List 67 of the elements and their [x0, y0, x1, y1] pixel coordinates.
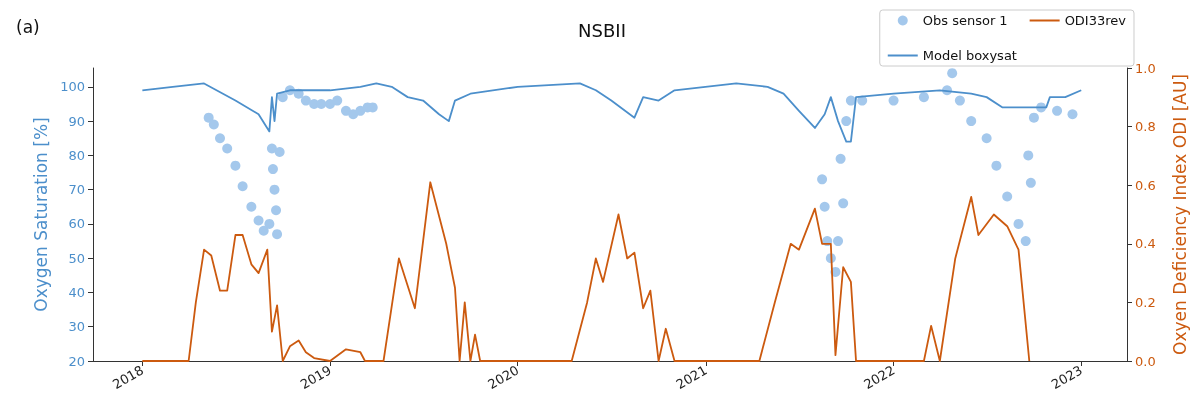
text: (a): [16, 16, 40, 37]
point: [300, 95, 311, 106]
legend-label: ODI33rev: [1064, 13, 1127, 28]
y2-tick-label: 0.8: [1135, 119, 1156, 135]
y-tick-label: 50: [68, 250, 85, 266]
point: [246, 201, 257, 212]
point: [841, 116, 852, 127]
point: [355, 105, 366, 116]
point: [947, 68, 958, 79]
point: [253, 215, 264, 226]
line-series: [141, 82, 1083, 143]
point: [819, 201, 830, 212]
point: [1013, 218, 1024, 229]
y-tick-label: 70: [68, 182, 85, 198]
y2-tick-label: 1.0: [1135, 60, 1156, 76]
point: [208, 119, 219, 130]
legend-label: Obs sensor 1: [922, 13, 1008, 28]
point: [230, 160, 241, 171]
point: [1025, 177, 1036, 188]
point: [833, 236, 844, 247]
y2-tick-label: 0.2: [1135, 294, 1156, 310]
point: [966, 116, 977, 127]
point: [954, 95, 965, 106]
point: [1023, 150, 1034, 161]
point: [981, 133, 992, 144]
y-tick-label: 30: [68, 319, 85, 335]
point: [316, 98, 327, 109]
point: [1028, 112, 1039, 123]
point: [817, 174, 828, 185]
y-tick-label: 100: [60, 79, 85, 95]
point: [266, 143, 277, 154]
point: [269, 184, 280, 195]
point: [215, 133, 225, 144]
y2-axis-title: Oxyen Deficiency Index ODI [AU]: [1169, 74, 1190, 355]
point: [272, 229, 283, 240]
point: [845, 95, 856, 106]
legend-label: Model boxysat: [922, 48, 1017, 63]
point: [332, 95, 343, 106]
point: [271, 205, 282, 216]
point: [203, 112, 214, 123]
point: [237, 181, 248, 192]
point: [267, 164, 278, 175]
point: [1002, 191, 1013, 202]
point: [277, 92, 288, 103]
point: [918, 92, 929, 103]
point: [835, 153, 846, 164]
point: [264, 218, 275, 229]
y2-tick-label: 0.4: [1135, 236, 1156, 252]
point: [888, 95, 899, 106]
y-axis-title: Oxygen Saturation [%]: [30, 117, 51, 312]
line-series: [141, 181, 1031, 362]
point: [1020, 236, 1031, 247]
chart-title: NSBII: [578, 19, 626, 41]
y-tick-label: 80: [68, 147, 85, 163]
y2-tick-label: 0.0: [1135, 353, 1156, 369]
point: [838, 198, 849, 209]
point: [1052, 105, 1063, 116]
y2-tick-label: 0.6: [1135, 177, 1156, 193]
point: [222, 143, 233, 154]
point: [991, 160, 1002, 171]
point: [258, 225, 269, 236]
point: [274, 146, 285, 157]
y-tick-label: 60: [68, 216, 85, 232]
point: [1067, 109, 1078, 120]
y-tick-label: 90: [68, 113, 85, 129]
y-tick-label: 20: [68, 353, 85, 369]
y-tick-label: 40: [68, 284, 85, 300]
